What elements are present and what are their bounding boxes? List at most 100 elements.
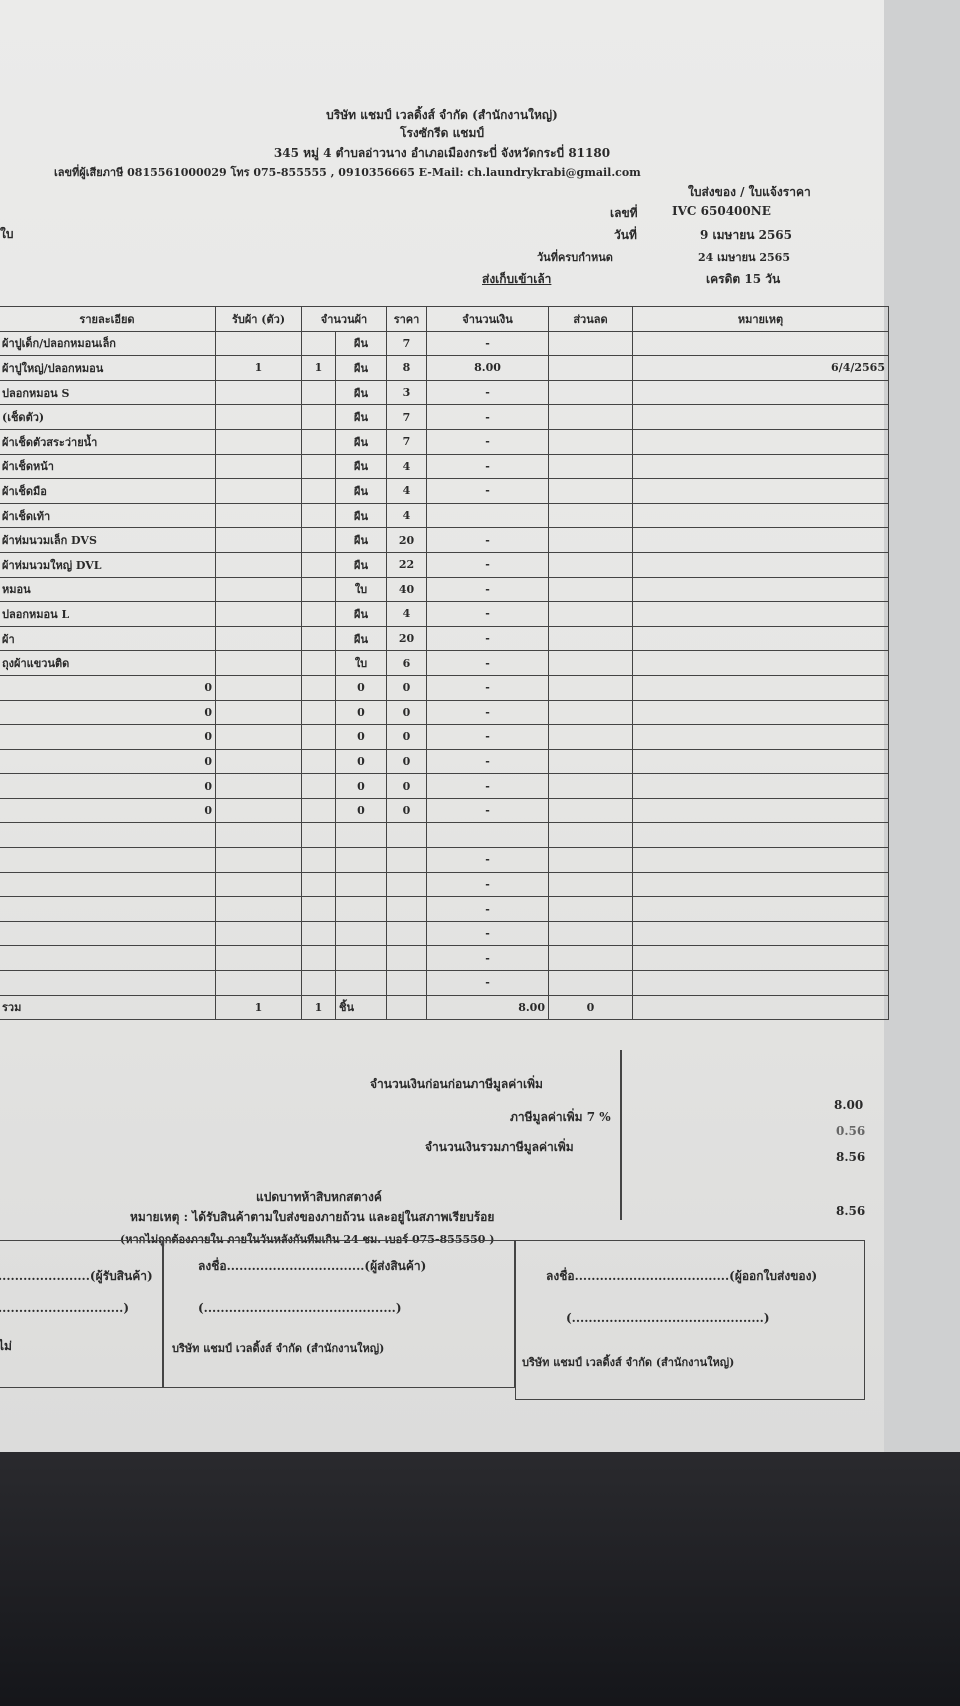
item-description: ผ้าห่มนวมเล็ก DVS xyxy=(0,527,216,553)
due-date: 24 เมษายน 2565 xyxy=(698,251,790,264)
note xyxy=(632,478,889,504)
price xyxy=(386,945,427,972)
amount: - xyxy=(426,453,549,480)
col-discount: ส่วนลด xyxy=(548,306,633,332)
table-row: ผ้าห่มนวมเล็ก DVS ผืน 20- xyxy=(0,527,889,553)
quantity xyxy=(301,699,336,726)
item-description: 0 xyxy=(0,674,216,701)
table-row: ผ้าเช็ดมือ ผืน 4- xyxy=(0,478,889,504)
note: 6/4/2565 xyxy=(632,355,889,381)
item-description: หมอน xyxy=(0,576,216,603)
note xyxy=(632,970,889,996)
unit: ใบ xyxy=(334,576,388,603)
unit: ผืน xyxy=(334,601,388,627)
issuer-signature: ลงชื่อ..................................… xyxy=(546,1269,818,1283)
amount: - xyxy=(426,379,549,406)
item-description: ผ้าเช็ดหน้า xyxy=(0,453,216,480)
received-count xyxy=(215,945,302,972)
amount: - xyxy=(426,527,549,553)
price xyxy=(386,896,427,922)
total-row: รวม 1 1 ชิ้น 8.00 0 xyxy=(0,994,889,1021)
note xyxy=(632,502,889,529)
unit: ผืน xyxy=(334,330,388,357)
note xyxy=(632,822,889,849)
issuer-signature-box: ลงชื่อ..................................… xyxy=(515,1240,865,1400)
item-description: ผ้าเช็ดตัวสระว่ายน้ำ xyxy=(0,428,216,455)
item-description: ปลอกหมอน L xyxy=(0,601,216,627)
discount xyxy=(548,970,633,996)
grand-total-label: จำนวนเงินรวมภาษีมูลค่าเพิ่ม xyxy=(425,1140,574,1154)
unit xyxy=(334,970,388,996)
table-row: ผ้าห่มนวมใหญ่ DVL ผืน 22- xyxy=(0,551,889,578)
received-count xyxy=(215,773,302,799)
table-row: ผ้าปูใหญ่/ปลอกหมอน 1 1 ผืน 8 8.00 6/4/2565 xyxy=(0,355,889,381)
table-row: - xyxy=(0,945,889,972)
empty-cell xyxy=(386,994,427,1021)
received-count xyxy=(215,699,302,726)
col-note: หมายเหตุ xyxy=(632,306,889,332)
amount: - xyxy=(426,674,549,701)
quantity xyxy=(301,674,336,701)
document-type: ใบส่งของ / ใบแจ้งราคา xyxy=(688,185,811,199)
total-unit: ชิ้น xyxy=(334,994,388,1021)
note xyxy=(632,551,889,578)
note xyxy=(632,330,889,357)
item-description xyxy=(0,896,216,922)
amount: - xyxy=(426,920,549,947)
note xyxy=(632,945,889,972)
table-row: ปลอกหมอน L ผืน 4- xyxy=(0,601,889,627)
price xyxy=(386,822,427,849)
discount xyxy=(548,601,633,627)
due-label: วันที่ครบกำหนด xyxy=(537,251,613,264)
table-row: - xyxy=(0,847,889,873)
quantity xyxy=(301,478,336,504)
price xyxy=(386,920,427,947)
item-description: ผ้า xyxy=(0,625,216,652)
amount: - xyxy=(426,945,549,972)
amount: - xyxy=(426,404,549,430)
unit: ใบ xyxy=(334,650,388,676)
amount-in-words: แปดบาทห้าสิบหกสตางค์ xyxy=(256,1190,382,1204)
note xyxy=(632,428,889,455)
item-description: ปลอกหมอน S xyxy=(0,379,216,406)
amount: - xyxy=(426,797,549,824)
amount: - xyxy=(426,478,549,504)
received-count xyxy=(215,822,302,849)
item-description xyxy=(0,945,216,972)
received-count xyxy=(215,601,302,627)
quantity xyxy=(301,871,336,898)
amount: - xyxy=(426,428,549,455)
note xyxy=(632,896,889,922)
item-description: ผ้าห่มนวมใหญ่ DVL xyxy=(0,551,216,578)
note xyxy=(632,920,889,947)
unit: ผืน xyxy=(334,428,388,455)
discount xyxy=(548,576,633,603)
total-received: 1 xyxy=(215,994,302,1021)
left-fragment: ใบ xyxy=(0,227,14,241)
item-description: 0 xyxy=(0,773,216,799)
price: 7 xyxy=(386,428,427,455)
receiver-name: ..............................) xyxy=(0,1301,130,1315)
discount xyxy=(548,478,633,504)
item-description: ถุงผ้าแขวนติด xyxy=(0,650,216,676)
factory-name: โรงซักรีด แชมป์ xyxy=(400,126,484,140)
words-total-value: 8.56 xyxy=(836,1204,866,1218)
received-count xyxy=(215,379,302,406)
item-description: ผ้าเช็ดมือ xyxy=(0,478,216,504)
note xyxy=(632,871,889,898)
item-description: ผ้าปูเด็ก/ปลอกหมอนเล็ก xyxy=(0,330,216,357)
received-count xyxy=(215,478,302,504)
item-description: 0 xyxy=(0,699,216,726)
note xyxy=(632,527,889,553)
receiver-signature: ......................(ผู้รับสินค้า) xyxy=(0,1269,153,1283)
amount: - xyxy=(426,871,549,898)
unit: ผืน xyxy=(334,379,388,406)
table-row: - xyxy=(0,970,889,996)
items-table: รายละเอียด รับผ้า (ตัว) จำนวนผ้า ราคา จำ… xyxy=(0,306,889,1021)
amount: - xyxy=(426,625,549,652)
discount xyxy=(548,724,633,750)
unit xyxy=(334,871,388,898)
quantity xyxy=(301,453,336,480)
received-count: 1 xyxy=(215,355,302,381)
